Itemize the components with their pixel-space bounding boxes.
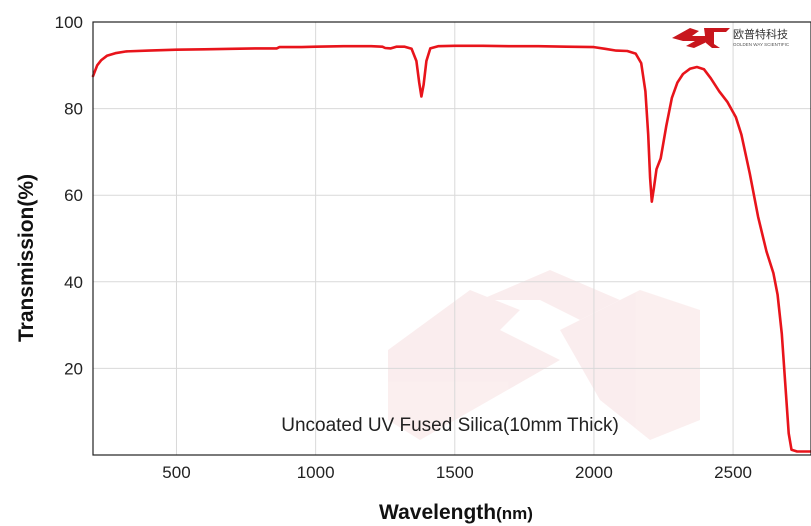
x-tick-label: 2500 [714, 463, 752, 482]
x-tick-label: 1500 [436, 463, 474, 482]
x-tick-label: 1000 [297, 463, 335, 482]
logo-english-text: GOLDEN WAY SCIENTIFIC [733, 42, 790, 47]
y-tick-label: 60 [64, 186, 83, 205]
transmission-series-line [91, 44, 811, 453]
series-layer [91, 44, 811, 453]
y-tick-label: 40 [64, 273, 83, 292]
watermark-logo [388, 270, 700, 440]
x-axis-title-main: Wavelength [379, 501, 496, 524]
brand-logo: 欧普特科技 GOLDEN WAY SCIENTIFIC [672, 27, 790, 48]
axis-ticks: 500 1000 1500 2000 2500 20 40 60 80 100 [55, 13, 752, 482]
annotation-label: Uncoated UV Fused Silica(10mm Thick) [281, 415, 619, 436]
x-axis-title: Wavelength(nm) [379, 501, 533, 524]
plot-frame [92, 21, 811, 456]
x-tick-label: 2000 [575, 463, 613, 482]
y-tick-label: 100 [55, 13, 83, 32]
logo-mark-icon [672, 28, 730, 48]
x-axis-title-unit: (nm) [496, 504, 533, 523]
y-axis-title: Transmission(%) [15, 174, 38, 342]
logo-chinese-text: 欧普特科技 [733, 27, 788, 41]
x-tick-label: 500 [162, 463, 190, 482]
y-tick-label: 20 [64, 359, 83, 378]
y-tick-label: 80 [64, 100, 83, 119]
